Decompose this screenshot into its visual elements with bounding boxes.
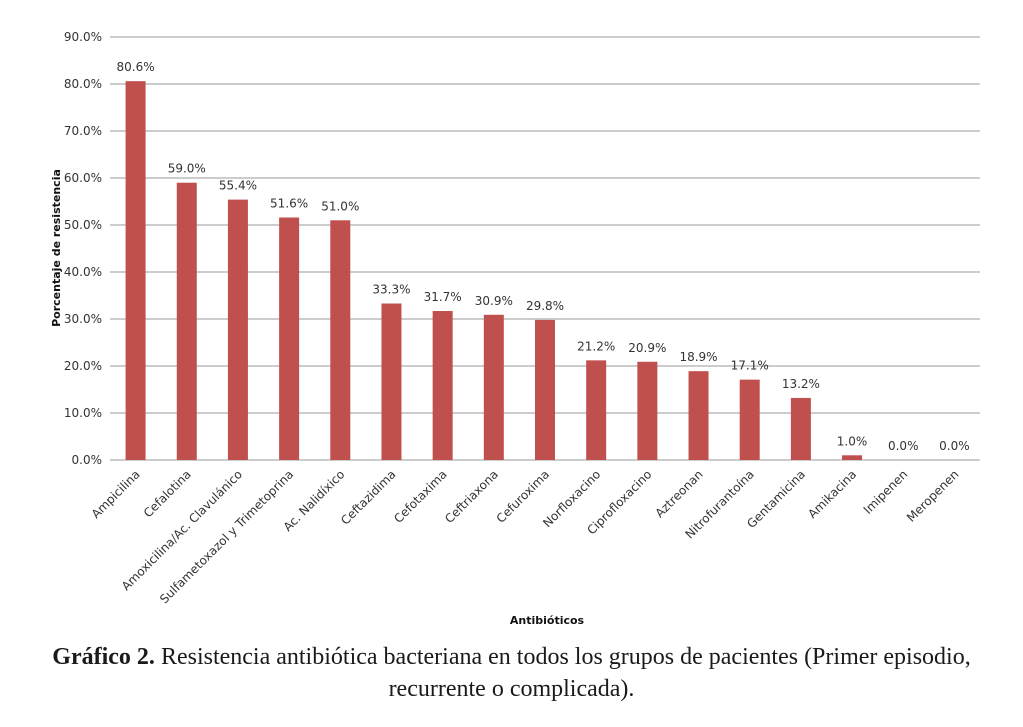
caption-text: Resistencia antibiótica bacteriana en to… <box>154 644 971 702</box>
data-label: 80.6% <box>117 60 155 74</box>
bar <box>432 311 453 460</box>
data-label: 55.4% <box>219 179 257 193</box>
bar <box>535 319 555 460</box>
figure-caption: Gráfico 2. Resistencia antibiótica bacte… <box>20 641 1003 705</box>
y-tick-label: 10.0% <box>64 406 102 420</box>
x-tick-label: Amikacina <box>805 467 859 521</box>
x-tick-label: Meropenen <box>904 467 962 525</box>
x-tick-label: Ceftriaxona <box>442 467 501 526</box>
bar <box>739 379 760 460</box>
bar-chart: 0.0% 10.0% 20.0% 30.0% 40.0% 50.0% 60.0% 70.0% 8… <box>50 30 980 627</box>
x-tick-label: Ampicilina <box>89 467 143 521</box>
x-tick-label: Aztreonan <box>652 467 705 520</box>
y-tick-label: 30.0% <box>64 312 102 326</box>
bar <box>381 303 402 460</box>
y-tick-label: 0.0% <box>72 453 103 467</box>
y-tick-label: 60.0% <box>64 171 102 185</box>
data-label: 51.0% <box>321 199 359 213</box>
x-axis-title: Antibióticos <box>510 614 585 627</box>
bar <box>125 81 146 461</box>
data-label: 0.0% <box>888 439 919 453</box>
bar <box>176 182 197 460</box>
bar <box>227 199 248 460</box>
data-label: 13.2% <box>782 377 820 391</box>
bar <box>688 371 709 460</box>
y-tick-label: 50.0% <box>64 218 102 232</box>
bar <box>586 360 607 460</box>
data-label: 0.0% <box>939 439 970 453</box>
data-label: 31.7% <box>424 290 462 304</box>
data-label: 18.9% <box>679 350 717 364</box>
bar <box>483 314 504 460</box>
y-tick-label: 40.0% <box>64 265 102 279</box>
data-label: 17.1% <box>731 359 769 373</box>
data-label: 21.2% <box>577 339 615 353</box>
y-axis-title: Porcentaje de resistencia <box>50 169 63 327</box>
data-label: 51.6% <box>270 196 308 210</box>
data-label: 29.8% <box>526 299 564 313</box>
bar <box>637 361 658 460</box>
data-label: 1.0% <box>837 434 868 448</box>
x-tick-label: Ceftazidima <box>338 467 398 527</box>
bar <box>842 455 863 460</box>
y-tick-label: 80.0% <box>64 77 102 91</box>
caption-label: Gráfico 2. <box>52 644 155 670</box>
bar <box>279 217 300 460</box>
x-tick-label: Cefalotina <box>141 467 194 520</box>
y-tick-label: 70.0% <box>64 124 102 138</box>
data-label: 33.3% <box>372 282 410 296</box>
y-tick-label: 90.0% <box>64 30 102 44</box>
gridlines <box>110 36 980 461</box>
y-axis-ticks: 0.0% 10.0% 20.0% 30.0% 40.0% 50.0% 60.0% 70.0% 8… <box>64 30 102 467</box>
data-label: 59.0% <box>168 162 206 176</box>
y-tick-label: 20.0% <box>64 359 102 373</box>
data-labels: 80.6% 59.0% 55.4% 51.6% 51.0% 33.3% 31.7% 30.9%… <box>117 60 970 453</box>
bars <box>125 81 863 461</box>
data-label: 30.9% <box>475 294 513 308</box>
x-tick-label: Cefotaxima <box>391 467 450 526</box>
bar <box>790 397 811 460</box>
data-label: 20.9% <box>628 341 666 355</box>
bar <box>330 220 351 460</box>
x-tick-label: Imipenen <box>861 467 911 517</box>
